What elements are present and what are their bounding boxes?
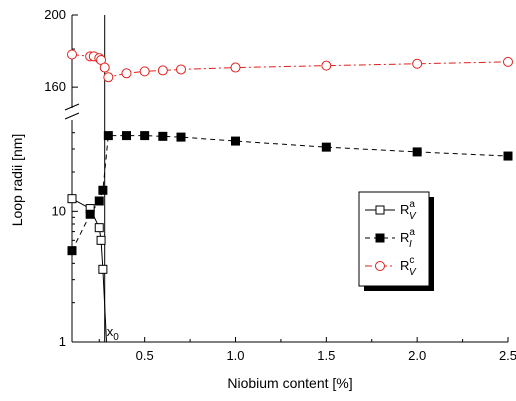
series-2-point: [85, 209, 95, 219]
y-tick-label: 160: [44, 79, 66, 94]
legend-label: Ra I: [400, 227, 415, 250]
series-2-point: [158, 131, 168, 141]
series-3-point: [121, 68, 132, 79]
x0-annotation-sub: 0: [113, 332, 119, 343]
series-2-point: [122, 131, 131, 141]
legend-label-main: R: [400, 258, 409, 273]
series-2-point: [140, 131, 150, 141]
series-3-point: [176, 64, 186, 75]
x-axis-label: Niobium content [%]: [227, 375, 352, 391]
legend-marker: [375, 233, 385, 243]
series-3-point: [99, 62, 110, 73]
series-2-point: [94, 196, 104, 206]
series-1-point: [96, 235, 106, 245]
x-tick-label: 1.0: [226, 348, 244, 363]
legend-label-sup: a: [409, 227, 415, 238]
legend-label-main: R: [400, 202, 409, 217]
y-tick-label: 200: [44, 7, 66, 22]
series-3-point: [139, 66, 150, 77]
series-line-3: [71, 53, 509, 78]
legend-label-sub: V: [409, 267, 417, 278]
x-tick-label: 1.5: [317, 348, 335, 363]
x0-annotation-main: x: [107, 324, 114, 339]
legend-marker: [375, 205, 385, 215]
legend-box: [358, 191, 430, 287]
legend-label: Rc V: [400, 255, 417, 278]
series-2-point: [503, 151, 513, 161]
series-2-point: [176, 132, 186, 142]
series-2-point: [67, 246, 77, 256]
series-3-point: [157, 65, 168, 76]
series-1-point: [98, 264, 108, 274]
y-axis-label: Loop radii [nm]: [9, 134, 25, 227]
legend: Ra VRa IRc V: [358, 191, 434, 291]
series-3-point: [503, 56, 513, 67]
legend-label-sub: V: [409, 211, 417, 222]
y-tick-label: 1: [59, 334, 66, 349]
series-2-point: [98, 185, 108, 195]
series-1-point: [67, 194, 77, 204]
series-3-point: [230, 62, 241, 73]
axis-break-mark: [64, 103, 80, 111]
x-tick-label: 2.5: [499, 348, 516, 363]
x-tick-label: 0.5: [136, 348, 154, 363]
legend-label-sup: c: [409, 255, 414, 266]
series-3-point: [321, 60, 332, 71]
series-2-point: [231, 136, 240, 146]
series-3-point: [103, 72, 114, 83]
series-2-point: [103, 131, 113, 141]
series-2-point: [412, 147, 422, 157]
series-2-point: [321, 142, 331, 152]
x0-annotation: x0: [107, 324, 120, 343]
series-3-point: [67, 49, 77, 60]
series-3-point: [412, 58, 423, 69]
legend-label-main: R: [400, 230, 409, 245]
x-tick-label: 2.0: [408, 348, 426, 363]
legend-marker: [375, 261, 385, 271]
series-line-2: [71, 135, 509, 251]
legend-label-sub: I: [409, 239, 412, 250]
series-1-point: [94, 223, 104, 233]
legend-label-sup: a: [409, 199, 415, 210]
y-tick-label: 10: [52, 203, 66, 218]
axis-break-mark: [64, 112, 80, 120]
legend-label: Ra V: [400, 199, 417, 222]
